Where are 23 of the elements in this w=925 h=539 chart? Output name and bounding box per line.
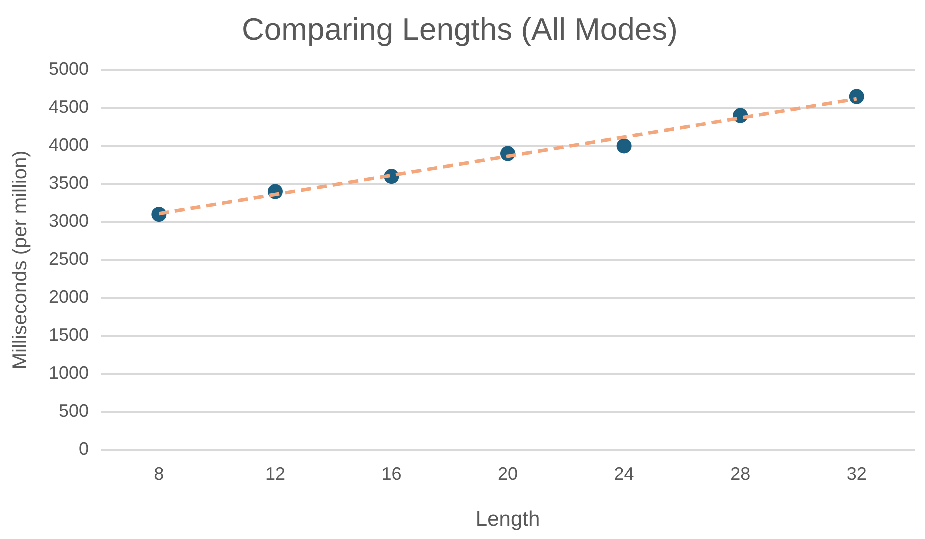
chart-title: Comparing Lengths (All Modes) — [242, 12, 678, 48]
y-tick-label: 3500 — [48, 173, 90, 194]
y-tick-label: 4000 — [48, 135, 90, 156]
point — [616, 138, 632, 154]
y-tick-label: 4500 — [48, 97, 90, 118]
y-tick-label: 0 — [79, 439, 90, 460]
y-tick-label: 3000 — [48, 211, 90, 232]
y-axis-title: Milliseconds (per million) — [10, 150, 32, 370]
x-tick-label: 8 — [154, 464, 164, 484]
x-tick-label: 24 — [614, 464, 634, 484]
y-tick-label: 1500 — [48, 325, 90, 346]
x-tick-label: 32 — [846, 464, 867, 484]
y-tick-label: 2000 — [48, 287, 90, 308]
x-tick-label: 12 — [265, 464, 286, 484]
x-tick-label: 28 — [730, 464, 751, 484]
y-tick-label: 500 — [58, 401, 90, 422]
y-tick-label: 1000 — [48, 363, 90, 384]
x-tick-label: 16 — [382, 464, 402, 484]
x-tick-label: 20 — [498, 464, 518, 484]
x-axis-title: Length — [476, 508, 540, 532]
point — [849, 89, 864, 104]
y-tick-label: 5000 — [48, 59, 90, 80]
y-tick-label: 2500 — [48, 249, 90, 270]
